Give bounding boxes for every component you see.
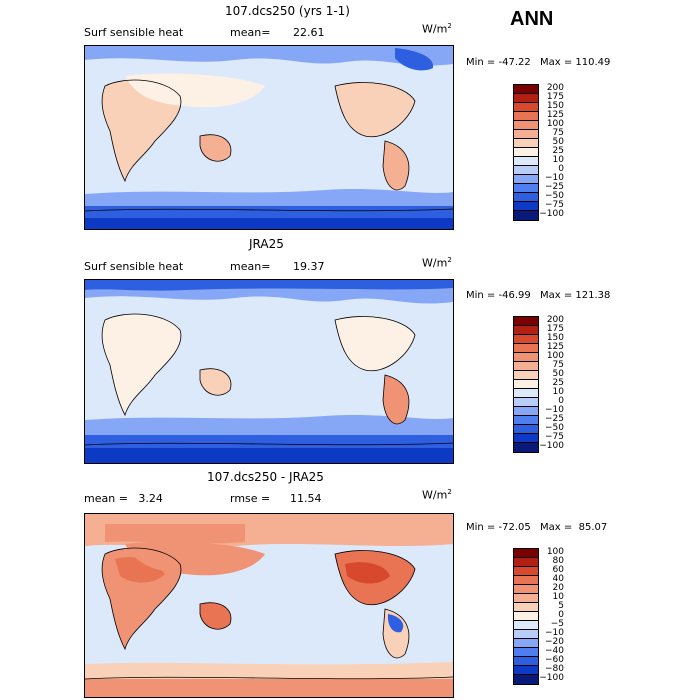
- panel1-cbar-label: −25: [545, 182, 564, 192]
- panel3-cbar-label: 100: [546, 547, 564, 557]
- panel1-cbar-label: 200: [546, 83, 564, 93]
- panel1-cbar-label: 125: [546, 110, 564, 120]
- panel3-rmse-value: 11.54: [290, 492, 322, 505]
- panel1-cbar-label: 0: [558, 164, 564, 174]
- panel3-colorbar: [513, 548, 539, 685]
- panel3-cbar-label: −80: [545, 664, 564, 674]
- panel2-cbar-label: 175: [546, 324, 564, 334]
- panel2-cbar-label: 100: [546, 351, 564, 361]
- panel2-mean-label: mean=: [230, 260, 271, 273]
- panel2-cbar-label: 75: [552, 360, 564, 370]
- panel2-field-label: Surf sensible heat: [84, 260, 184, 273]
- panel2-cbar-label: 10: [552, 387, 564, 397]
- panel2-cbar-label: 150: [546, 333, 564, 343]
- panel2-cbar-label: −75: [545, 432, 564, 442]
- panel3-cbar-label: 80: [552, 556, 564, 566]
- panel3-title: 107.dcs250 - JRA25: [207, 470, 324, 484]
- panel2-colorbar: [513, 316, 539, 453]
- panel3-min: Min = -72.05: [466, 522, 531, 533]
- panel2-cbar-label: −10: [545, 405, 564, 415]
- panel2-cbar-label: −25: [545, 414, 564, 424]
- panel2-title: JRA25: [249, 237, 284, 251]
- panel3-cbar-label: 0: [558, 610, 564, 620]
- panel1-cbar-label: −100: [539, 209, 564, 219]
- panel3-max: Max = 85.07: [540, 522, 608, 533]
- panel3-cbar-label: −100: [539, 673, 564, 683]
- panel3-map: [84, 513, 454, 698]
- panel1-cbar-label: 75: [552, 128, 564, 138]
- panel1-cbar-label: 150: [546, 101, 564, 111]
- panel3-map-svg: [85, 514, 453, 697]
- panel3-cbar-label: 5: [558, 601, 564, 611]
- panel2-cbar-label: 25: [552, 378, 564, 388]
- panel2-mean-value: 19.37: [293, 260, 325, 273]
- panel3-units: W/m2: [422, 488, 452, 502]
- panel1-cbar-label: 10: [552, 155, 564, 165]
- panel1-title: 107.dcs250 (yrs 1-1): [225, 4, 350, 18]
- panel2-map-svg: [85, 280, 453, 463]
- panel1-map-svg: [85, 46, 453, 229]
- panel2-min: Min = -46.99: [466, 290, 531, 301]
- panel1-mean-label: mean=: [230, 26, 271, 39]
- panel3-cbar-label: 20: [552, 583, 564, 593]
- panel1-field-label: Surf sensible heat: [84, 26, 184, 39]
- panel1-cbar-label: 50: [552, 137, 564, 147]
- panel2-map: [84, 279, 454, 464]
- panel1-min: Min = -47.22: [466, 57, 531, 68]
- panel1-units: W/m2: [422, 22, 452, 36]
- panel3-cbar-label: 10: [552, 592, 564, 602]
- panel3-cbar-label: −5: [550, 619, 564, 629]
- panel1-cbar-label: −10: [545, 173, 564, 183]
- panel2-cbar-label: 0: [558, 396, 564, 406]
- panel3-cbar-label: −60: [545, 655, 564, 665]
- panel1-cbar-label: 175: [546, 92, 564, 102]
- panel3-cbar-label: −10: [545, 628, 564, 638]
- panel1-cbar-label: −75: [545, 200, 564, 210]
- panel2-units: W/m2: [422, 256, 452, 270]
- panel1-cbar-label: −50: [545, 191, 564, 201]
- panel1-cbar-label: 25: [552, 146, 564, 156]
- panel3-rmse-label: rmse =: [230, 492, 271, 505]
- season-label: ANN: [510, 8, 554, 30]
- panel3-cbar-label: −20: [545, 637, 564, 647]
- panel3-cbar-label: 60: [552, 565, 564, 575]
- panel2-cbar-label: 50: [552, 369, 564, 379]
- panel2-cbar-label: −100: [539, 441, 564, 451]
- panel1-colorbar: [513, 84, 539, 221]
- panel3-mean: mean = 3.24: [84, 492, 163, 505]
- panel3-cbar-label: 40: [552, 574, 564, 584]
- panel1-map: [84, 45, 454, 230]
- panel1-mean-value: 22.61: [293, 26, 325, 39]
- panel2-cbar-label: 200: [546, 315, 564, 325]
- panel3-cbar-label: −40: [545, 646, 564, 656]
- panel2-cbar-label: 125: [546, 342, 564, 352]
- panel1-cbar-label: 100: [546, 119, 564, 129]
- panel2-max: Max = 121.38: [540, 290, 611, 301]
- panel1-max: Max = 110.49: [540, 57, 611, 68]
- panel2-cbar-label: −50: [545, 423, 564, 433]
